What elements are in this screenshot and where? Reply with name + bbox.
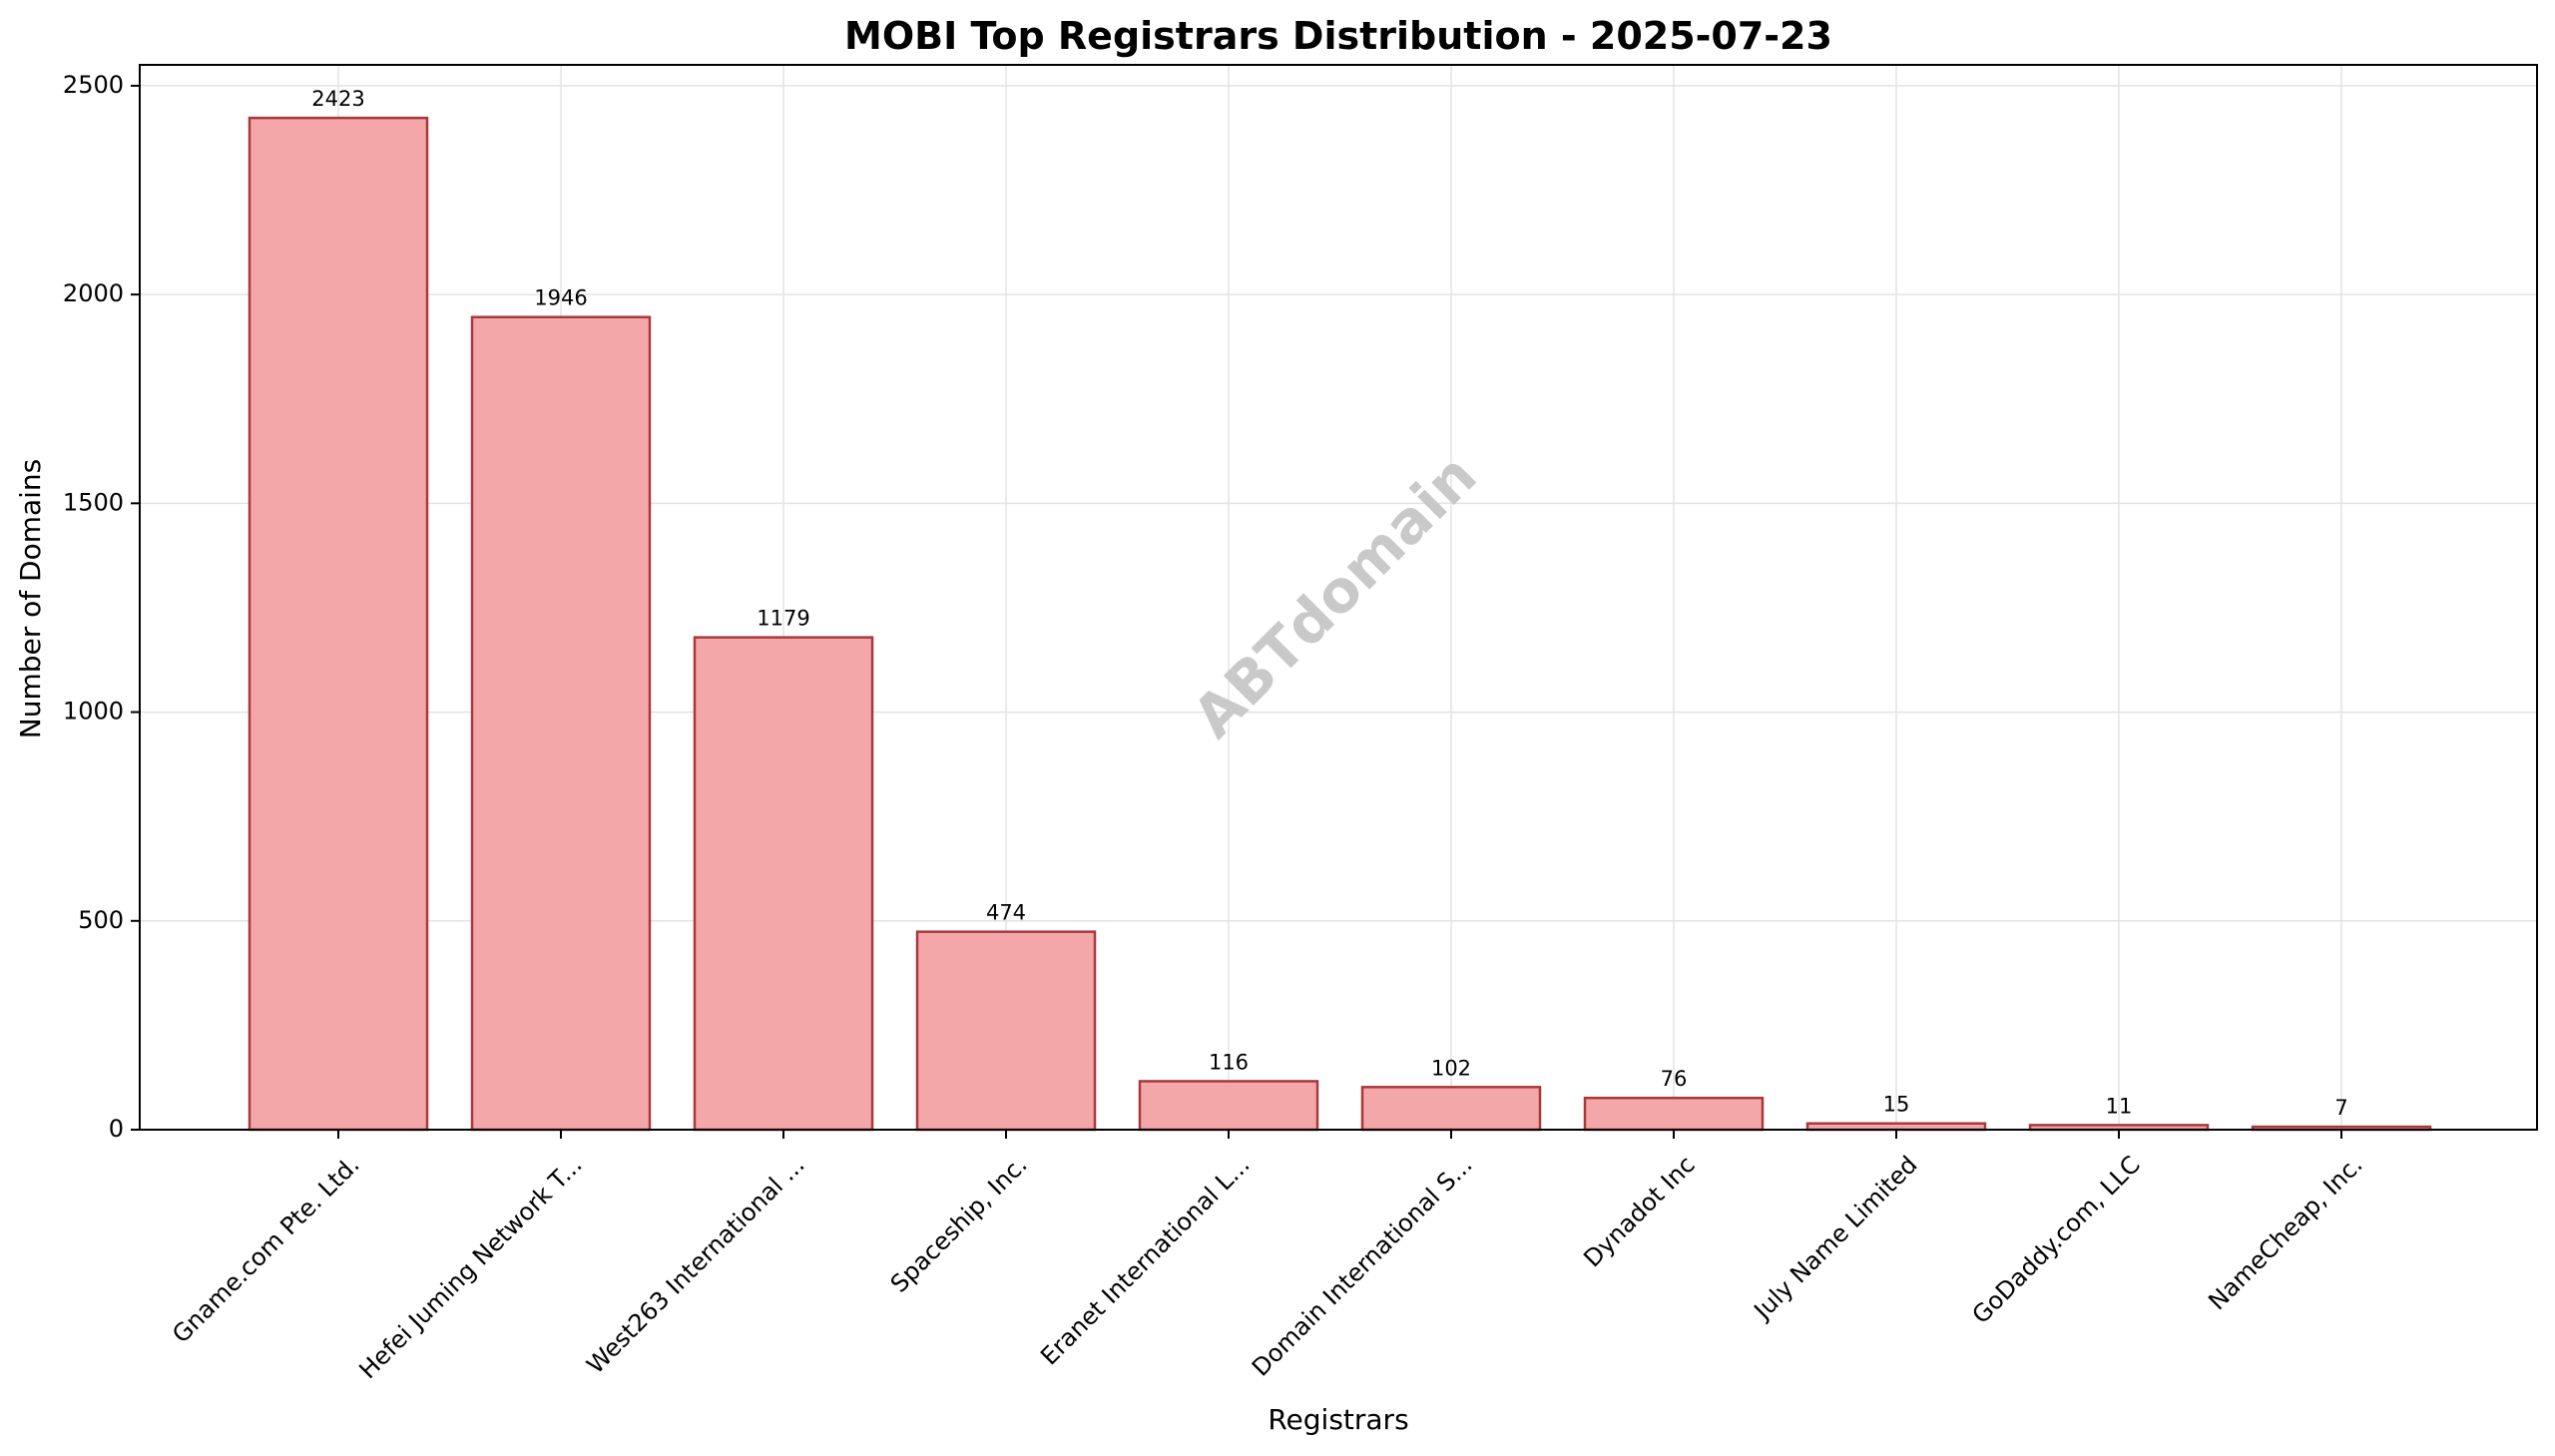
data-labels: 2423 1946 1179 474 116 102 76 15 11 7 xyxy=(311,87,2347,1120)
y-tick-label: 2500 xyxy=(63,71,124,99)
bar-value-label: 474 xyxy=(986,901,1026,925)
bar-value-label: 7 xyxy=(2334,1096,2347,1120)
bar-value-label: 76 xyxy=(1661,1067,1688,1091)
y-tick-label: 1000 xyxy=(63,698,124,726)
y-axis-label: Number of Domains xyxy=(14,459,47,739)
bar-value-label: 11 xyxy=(2106,1094,2133,1118)
y-tick-label: 500 xyxy=(78,906,124,934)
y-tick-label: 2000 xyxy=(63,279,124,307)
bar xyxy=(1360,1086,1542,1132)
chart-title: MOBI Top Registrars Distribution - 2025-… xyxy=(844,14,1832,58)
bars xyxy=(248,116,2432,1132)
bar-value-label: 102 xyxy=(1431,1056,1471,1080)
bar xyxy=(693,636,874,1132)
x-axis-label: Registrars xyxy=(1268,1403,1408,1436)
plot-frame xyxy=(139,64,2538,1131)
bar-value-label: 2423 xyxy=(311,87,364,111)
y-axis-ticks: 0 500 1000 1500 2000 2500 xyxy=(63,71,140,1143)
bar xyxy=(470,315,652,1132)
bar-value-label: 1946 xyxy=(534,286,587,310)
y-tick-label: 0 xyxy=(109,1115,124,1143)
bar xyxy=(248,116,429,1132)
bar xyxy=(915,930,1097,1132)
bar-value-label: 116 xyxy=(1209,1050,1249,1074)
y-tick-label: 1500 xyxy=(63,488,124,516)
bar-value-label: 1179 xyxy=(757,607,809,631)
bar xyxy=(1583,1096,1765,1132)
bar-value-label: 15 xyxy=(1883,1093,1910,1117)
bar xyxy=(1138,1080,1319,1132)
